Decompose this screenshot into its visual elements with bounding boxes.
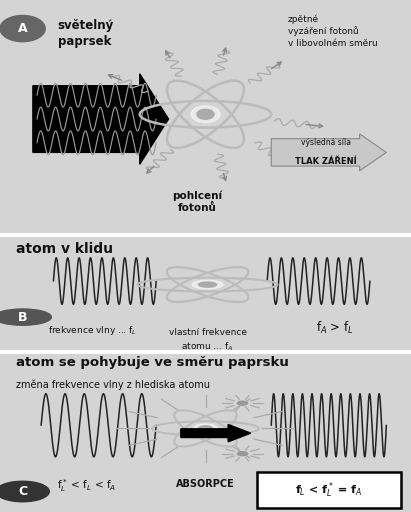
Text: ABSORPCE: ABSORPCE bbox=[176, 479, 235, 489]
Text: atom v klidu: atom v klidu bbox=[16, 242, 113, 255]
Text: f$_L$ < f$_L^*$ = f$_A$: f$_L$ < f$_L^*$ = f$_A$ bbox=[295, 480, 363, 500]
Text: B: B bbox=[18, 311, 28, 324]
Text: atomu ... f$_A$: atomu ... f$_A$ bbox=[181, 340, 234, 353]
Circle shape bbox=[0, 15, 45, 41]
Text: změna frekvence vlny z hlediska atomu: změna frekvence vlny z hlediska atomu bbox=[16, 379, 210, 390]
Circle shape bbox=[0, 481, 49, 502]
FancyArrow shape bbox=[181, 424, 251, 442]
Circle shape bbox=[192, 280, 223, 289]
Text: f$_A$ > f$_L$: f$_A$ > f$_L$ bbox=[316, 319, 354, 335]
Text: C: C bbox=[18, 485, 27, 498]
FancyArrow shape bbox=[271, 134, 386, 171]
Circle shape bbox=[194, 424, 217, 433]
Circle shape bbox=[197, 110, 214, 119]
Text: A: A bbox=[18, 22, 28, 35]
Text: pohlcení
fotonů: pohlcení fotonů bbox=[172, 190, 222, 212]
Circle shape bbox=[191, 106, 220, 123]
Text: výsledná síla: výsledná síla bbox=[301, 138, 351, 147]
FancyBboxPatch shape bbox=[257, 472, 401, 508]
Text: f$_L^*$ < f$_L$ < f$_A$: f$_L^*$ < f$_L$ < f$_A$ bbox=[57, 477, 116, 494]
Text: frekvence vlny ... f$_L$: frekvence vlny ... f$_L$ bbox=[48, 324, 137, 337]
Text: světelný
paprsek: světelný paprsek bbox=[58, 19, 114, 48]
Circle shape bbox=[237, 452, 247, 456]
Circle shape bbox=[199, 282, 217, 287]
Text: TLAK ZÁŘENÍ: TLAK ZÁŘENÍ bbox=[295, 157, 357, 166]
Circle shape bbox=[237, 401, 247, 405]
Text: zpětné
vyzáření fotonů
v libovolném směru: zpětné vyzáření fotonů v libovolném směr… bbox=[288, 14, 377, 48]
Text: atom se pohybuje ve směru paprsku: atom se pohybuje ve směru paprsku bbox=[16, 356, 289, 369]
Text: vlastní frekvence: vlastní frekvence bbox=[169, 328, 247, 336]
Circle shape bbox=[0, 309, 51, 325]
FancyArrow shape bbox=[33, 74, 169, 164]
Circle shape bbox=[199, 426, 212, 431]
